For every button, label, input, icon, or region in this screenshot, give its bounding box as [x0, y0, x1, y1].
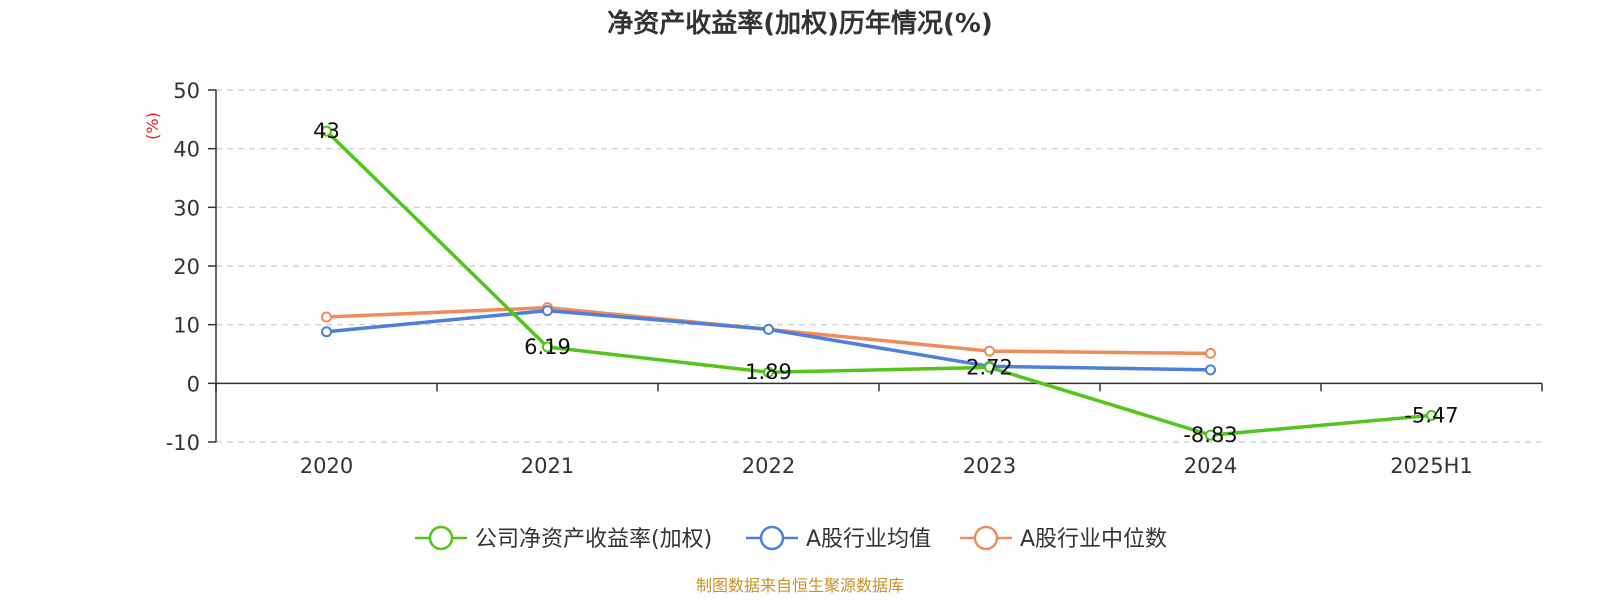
- data-point: [1205, 364, 1216, 376]
- gridlines: [216, 89, 1542, 443]
- legend: 公司净资产收益率(加权) A股行业均值 A股行业中位数: [415, 525, 1167, 552]
- data-point: [763, 323, 774, 335]
- data-point: [1426, 409, 1437, 421]
- legend-circle-icon: [759, 525, 785, 551]
- data-point: [1205, 347, 1216, 359]
- y-tick-label: 20: [173, 255, 200, 279]
- data-point: [763, 366, 774, 378]
- data-point: [321, 326, 332, 338]
- data-point: [321, 125, 332, 137]
- axes: 50 40 30 20 10 0 -10 2020 2021 2022 2023 2024 2025H1: [166, 79, 1543, 478]
- x-tick-label: 2025H1: [1390, 454, 1473, 478]
- data-point: [984, 361, 995, 373]
- y-tick-label: 10: [173, 314, 200, 338]
- source-note: 制图数据来自恒生聚源数据库: [696, 576, 904, 595]
- data-label: 6.19: [524, 335, 571, 359]
- data-point: [984, 345, 995, 357]
- legend-label[interactable]: 公司净资产收益率(加权): [475, 527, 712, 552]
- x-tick-label: 2024: [1184, 454, 1237, 478]
- x-tick-label: 2020: [300, 454, 353, 478]
- chart-title: 净资产收益率(加权)历年情况(%): [607, 8, 993, 39]
- y-tick-label: 0: [187, 372, 200, 396]
- legend-label[interactable]: A股行业中位数: [1020, 527, 1167, 552]
- data-point: [1205, 429, 1216, 441]
- y-tick-label: -10: [166, 431, 200, 455]
- y-axis-unit-label: (%): [143, 112, 162, 140]
- data-label: 1.89: [745, 360, 792, 384]
- x-tick-label: 2021: [521, 454, 574, 478]
- data-label: -8.83: [1183, 423, 1237, 447]
- data-labels: 43 6.19 1.89 2.72 -8.83 -5.47: [313, 119, 1459, 447]
- data-label: 43: [313, 119, 340, 143]
- x-tick-label: 2022: [742, 454, 795, 478]
- y-tick-label: 50: [173, 79, 200, 103]
- data-label: -5.47: [1404, 403, 1458, 427]
- series-lines: [321, 125, 1437, 441]
- data-point: [321, 311, 332, 323]
- data-point: [542, 305, 553, 317]
- y-tick-label: 30: [173, 196, 200, 220]
- data-point: [542, 341, 553, 353]
- legend-circle-icon: [428, 525, 454, 551]
- x-tick-label: 2023: [963, 454, 1016, 478]
- series-line: [325, 129, 1432, 437]
- legend-circle-icon: [973, 525, 999, 551]
- legend-label[interactable]: A股行业均值: [806, 527, 931, 552]
- data-label: 2.72: [966, 355, 1013, 379]
- y-tick-label: 40: [173, 138, 200, 162]
